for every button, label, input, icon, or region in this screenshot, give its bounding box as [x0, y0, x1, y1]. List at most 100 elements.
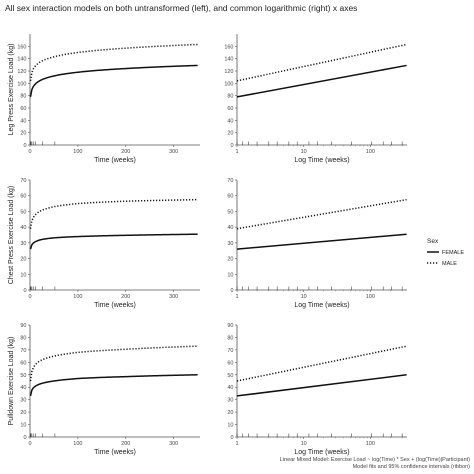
caption-line-2: Model fits and 95% confidence intervals …	[353, 464, 471, 470]
y-tick-label: 10	[20, 272, 26, 278]
y-tick-label: 160	[17, 44, 26, 50]
y-tick-label: 40	[227, 118, 233, 124]
y-tick-label: 0	[230, 288, 233, 294]
x-tick-label: 300	[169, 441, 178, 447]
x-axis-title: Time (weeks)	[94, 302, 136, 309]
y-tick-label: 50	[20, 373, 26, 379]
y-tick-label: 40	[227, 385, 233, 391]
y-tick-label: 60	[20, 194, 26, 200]
x-tick-label: 1	[235, 441, 238, 447]
y-tick-label: 70	[20, 178, 26, 184]
x-tick-label: 100	[73, 294, 82, 300]
y-tick-label: 20	[227, 131, 233, 137]
y-tick-label: 30	[227, 241, 233, 247]
y-tick-label: 30	[227, 398, 233, 404]
x-tick-label: 100	[366, 149, 375, 155]
y-tick-label: 40	[20, 118, 26, 124]
series-line-male	[236, 198, 407, 230]
y-tick-label: 60	[227, 360, 233, 366]
y-tick-label: 90	[20, 323, 26, 329]
x-tick-label: 200	[121, 294, 130, 300]
figure-title: All sex interaction models on both untra…	[5, 3, 357, 13]
y-tick-label: 100	[17, 81, 26, 87]
y-tick-label: 120	[224, 69, 233, 75]
series-line-female	[29, 374, 198, 397]
x-tick-label: 10	[301, 441, 307, 447]
panel-2: 0 20 40 60 80 100 120 140 160 1 10 100 Log Time (wee…	[224, 34, 407, 164]
x-tick-label: 10	[301, 149, 307, 155]
x-tick-label: 0	[28, 149, 31, 155]
series-line-male	[29, 345, 198, 382]
panel-3: 0 10 20 30 40 50 60 70 0 100 200 300 Time (weeks) Che…	[8, 178, 200, 309]
x-axis-title: Log Time (weeks)	[294, 449, 349, 456]
y-tick-label: 120	[17, 69, 26, 75]
series-line-female	[236, 233, 407, 250]
x-axis-title: Log Time (weeks)	[294, 157, 349, 164]
y-tick-label: 40	[20, 225, 26, 231]
y-tick-label: 10	[227, 423, 233, 429]
series-line-female	[236, 64, 407, 98]
panel-4: 0 10 20 30 40 50 60 70 1 10 100 Log Time (weeks)	[227, 178, 407, 309]
x-tick-label: 0	[28, 294, 31, 300]
series-line-female	[29, 64, 198, 98]
y-tick-label: 80	[227, 94, 233, 100]
x-tick-label: 1	[235, 294, 238, 300]
x-tick-label: 200	[121, 149, 130, 155]
x-axis-title: Time (weeks)	[94, 157, 136, 164]
y-tick-label: 20	[20, 257, 26, 263]
x-tick-label: 100	[366, 294, 375, 300]
y-tick-label: 90	[227, 323, 233, 329]
y-tick-label: 80	[20, 94, 26, 100]
series-line-male	[29, 43, 198, 81]
y-tick-label: 70	[227, 178, 233, 184]
y-tick-label: 0	[230, 435, 233, 441]
y-tick-label: 10	[20, 423, 26, 429]
y-tick-label: 0	[23, 435, 26, 441]
series-line-female	[236, 374, 407, 397]
legend-title: Sex	[427, 238, 439, 245]
series-line-male	[236, 43, 407, 82]
y-tick-label: 60	[20, 360, 26, 366]
y-tick-label: 60	[227, 106, 233, 112]
y-axis-title: Pulldown Exercise Load (kg)	[8, 337, 15, 426]
panel-6: 0 10 20 30 40 50 60 70 80 90 1 10 100 Log Time (weeks…	[227, 323, 407, 456]
y-tick-label: 60	[227, 194, 233, 200]
x-tick-label: 200	[121, 441, 130, 447]
y-tick-label: 20	[20, 410, 26, 416]
series-line-female	[29, 233, 198, 250]
x-tick-label: 300	[169, 149, 178, 155]
y-tick-label: 0	[23, 288, 26, 294]
y-tick-label: 20	[20, 131, 26, 137]
y-axis-title: Chest Press Exercise Load (kg)	[8, 186, 15, 284]
panel-5: 0 10 20 30 40 50 60 70 80 90 0 100 200 300 Time (weeks…	[8, 323, 200, 456]
y-tick-label: 140	[224, 57, 233, 63]
y-tick-label: 40	[227, 225, 233, 231]
x-tick-label: 300	[169, 294, 178, 300]
panel-1: 0 20 40 60 80 100 120 140 160 0 100 200 300 Time (wee…	[8, 34, 200, 164]
series-line-male	[236, 345, 407, 382]
y-tick-label: 140	[17, 57, 26, 63]
y-tick-label: 80	[20, 335, 26, 341]
x-tick-label: 100	[366, 441, 375, 447]
y-tick-label: 20	[227, 257, 233, 263]
y-tick-label: 80	[227, 335, 233, 341]
x-axis-title: Time (weeks)	[94, 449, 136, 456]
x-tick-label: 0	[28, 441, 31, 447]
y-axis-title: Leg Press Exercise Load (kg)	[8, 44, 15, 136]
y-tick-label: 60	[20, 106, 26, 112]
x-tick-label: 10	[301, 294, 307, 300]
x-tick-label: 100	[73, 441, 82, 447]
legend-label-male: MALE	[442, 261, 457, 267]
x-tick-label: 1	[235, 149, 238, 155]
y-tick-label: 40	[20, 385, 26, 391]
y-tick-label: 100	[224, 81, 233, 87]
series-line-male	[29, 198, 198, 229]
y-tick-label: 30	[20, 241, 26, 247]
y-tick-label: 160	[224, 44, 233, 50]
x-axis-title: Log Time (weeks)	[294, 302, 349, 309]
y-tick-label: 70	[20, 348, 26, 354]
y-tick-label: 0	[23, 143, 26, 149]
y-tick-label: 50	[20, 209, 26, 215]
legend-label-female: FEMALE	[442, 250, 464, 256]
